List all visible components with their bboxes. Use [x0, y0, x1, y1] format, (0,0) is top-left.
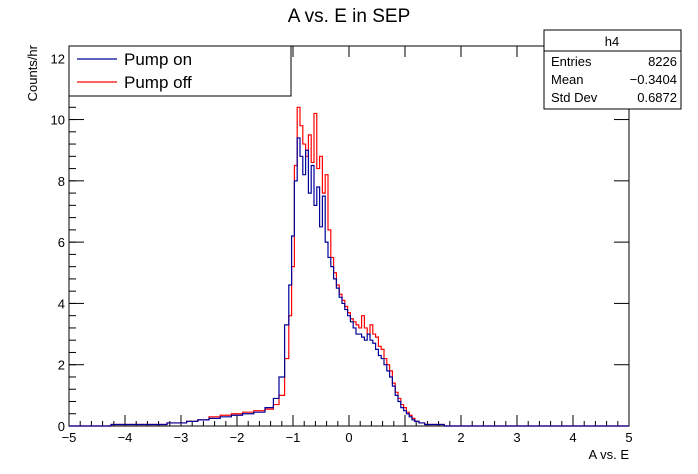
stats-stddev-value: 0.6872 [637, 90, 677, 105]
legend-label-pump-on: Pump on [124, 50, 192, 69]
x-tick-label: 2 [457, 430, 464, 445]
series-layer [69, 106, 629, 427]
stats-entries-label: Entries [551, 54, 592, 69]
legend-box [68, 45, 292, 97]
y-tick-label: 6 [58, 235, 65, 250]
x-tick-label: −3 [174, 430, 189, 445]
x-tick-label: 3 [513, 430, 520, 445]
stats-box-title: h4 [605, 34, 619, 49]
stats-stddev-label: Std Dev [551, 90, 598, 105]
x-axis-label: A vs. E [589, 447, 630, 462]
legend: Pump on Pump off [68, 45, 292, 97]
stats-box-frame [543, 29, 682, 110]
x-tick-label: −5 [62, 430, 77, 445]
stats-box: h4 Entries 8226 Mean −0.3404 Std Dev 0.6… [543, 29, 682, 110]
x-tick-label: 0 [345, 430, 352, 445]
y-tick-label: 10 [51, 113, 65, 128]
x-tick-label: 1 [401, 430, 408, 445]
y-axis-label: Counts/hr [25, 44, 40, 101]
stats-mean-value: −0.3404 [630, 72, 677, 87]
x-tick-label: −4 [118, 430, 133, 445]
y-tick-label: 4 [58, 296, 65, 311]
stats-mean-label: Mean [551, 72, 584, 87]
y-tick-label: 2 [58, 358, 65, 373]
stats-entries-value: 8226 [648, 54, 677, 69]
x-tick-label: −1 [286, 430, 301, 445]
y-tick-label: 0 [58, 419, 65, 434]
chart-title: A vs. E in SEP [288, 6, 411, 27]
y-tick-label: 12 [51, 51, 65, 66]
x-tick-label: 4 [569, 430, 576, 445]
series-pump-on-line [69, 137, 629, 427]
legend-label-pump-off: Pump off [124, 73, 192, 92]
y-tick-label: 8 [58, 174, 65, 189]
x-tick-label: 5 [625, 430, 632, 445]
series-pump-off-line [69, 106, 629, 427]
x-tick-label: −2 [230, 430, 245, 445]
